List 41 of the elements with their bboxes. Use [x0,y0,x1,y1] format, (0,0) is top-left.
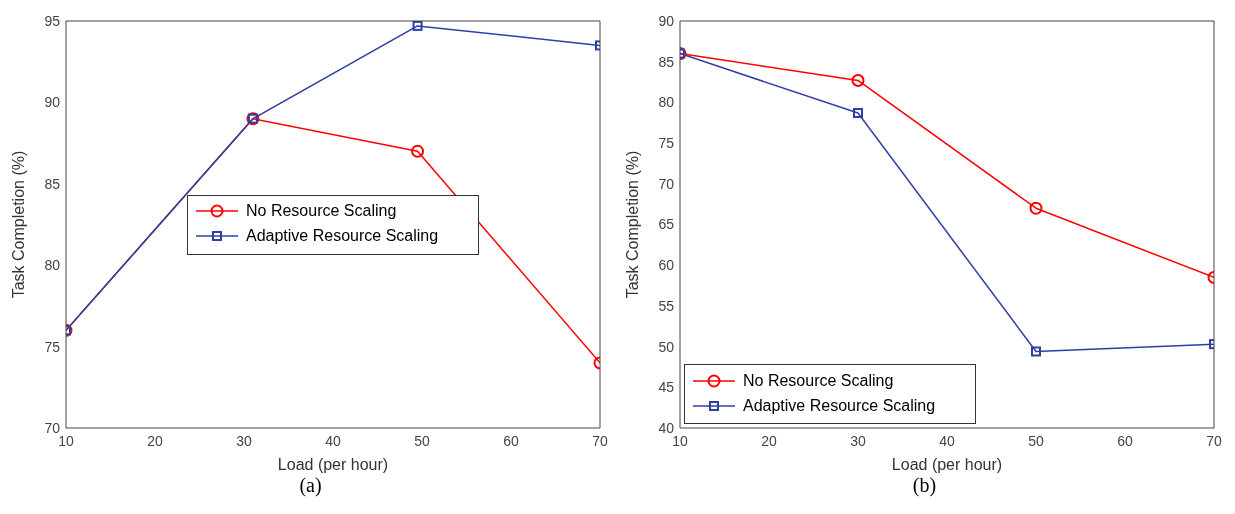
x-tick-label: 60 [1117,432,1133,449]
y-tick-label: 70 [44,419,61,436]
x-tick-label: 50 [414,432,430,449]
x-axis-title: Load (per hour) [277,456,389,473]
y-tick-label: 45 [658,379,675,396]
x-tick-label: 30 [850,432,866,449]
x-tick-label: 10 [672,432,688,449]
y-tick-label: 75 [44,338,61,355]
legend-label: Adaptive Resource Scaling [743,396,936,415]
y-tick-label: 75 [658,135,675,152]
y-tick-label: 95 [44,12,61,29]
y-tick-label: 65 [658,216,675,233]
y-tick-label: 50 [658,338,675,355]
y-tick-label: 40 [658,419,675,436]
x-tick-label: 20 [761,432,777,449]
legend-label: No Resource Scaling [246,202,397,220]
y-tick-label: 85 [658,53,675,70]
x-tick-label: 30 [236,432,252,449]
x-tick-label: 40 [325,432,341,449]
x-tick-label: 60 [503,432,519,449]
x-tick-label: 10 [58,432,74,449]
y-tick-label: 90 [658,12,675,29]
y-tick-label: 55 [658,297,675,314]
text: (a) [298,474,323,497]
x-tick-label: 70 [1206,432,1222,449]
x-tick-label: 20 [147,432,163,449]
y-axis-title: Task Completion (%) [623,150,641,299]
y-tick-label: 80 [44,257,61,274]
y-tick-label: 85 [44,175,61,192]
y-tick-label: 90 [44,94,61,111]
legend-label: No Resource Scaling [743,371,894,390]
y-tick-label: 70 [658,175,675,192]
legend-label: Adaptive Resource Scaling [246,227,439,245]
y-tick-label: 80 [658,94,675,111]
y-tick-label: 60 [658,257,675,274]
x-tick-label: 50 [1028,432,1044,449]
x-axis-title: Load (per hour) [891,456,1003,473]
text: (b) [911,474,938,497]
y-axis-title: Task Completion (%) [9,150,27,299]
x-tick-label: 70 [592,432,608,449]
x-tick-label: 40 [939,432,955,449]
